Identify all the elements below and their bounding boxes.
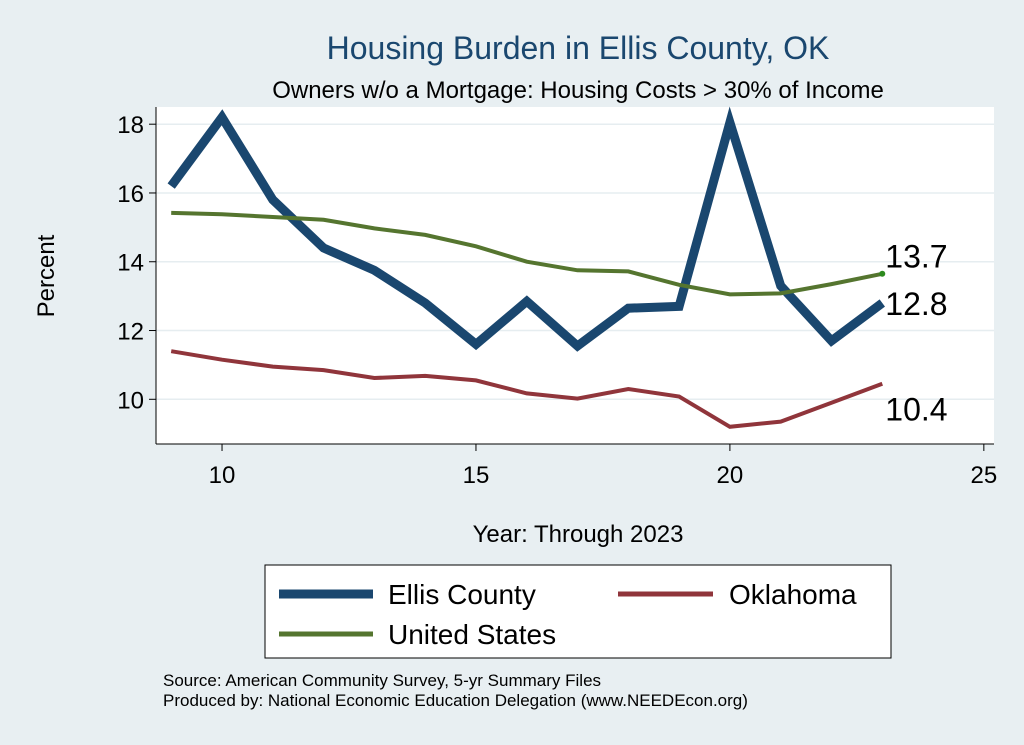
x-tick-label-10: 10 — [209, 462, 236, 489]
source-line-2: Produced by: National Economic Education… — [163, 691, 748, 710]
y-tick-label-12: 12 — [117, 319, 144, 346]
source-note: Source: American Community Survey, 5-yr … — [163, 671, 748, 711]
end-label-ellis-county: 12.8 — [885, 286, 947, 322]
series-line-united-states — [171, 210, 883, 297]
series-line-oklahoma — [170, 349, 883, 429]
end-label-united-states: 13.7 — [885, 238, 947, 274]
y-tick-label-16: 16 — [117, 181, 144, 208]
y-tick-label-10: 10 — [117, 387, 144, 414]
legend-label-united-states: United States — [388, 619, 556, 650]
legend-label-ellis-county: Ellis County — [388, 579, 536, 610]
end-labels: 12.8 10.4 13.7 — [885, 238, 947, 427]
plot-area — [156, 107, 994, 444]
x-tick-label-25: 25 — [970, 462, 997, 489]
x-tick-label-20: 20 — [717, 462, 744, 489]
series-lines — [167, 106, 886, 429]
chart-title: Housing Burden in Ellis County, OK — [327, 30, 830, 66]
gridlines — [156, 123, 994, 401]
end-marker-united-states — [879, 270, 886, 277]
legend-box — [264, 564, 892, 659]
x-tick-label-15: 15 — [463, 462, 490, 489]
end-label-oklahoma: 10.4 — [885, 392, 947, 428]
axes: 10 12 14 16 18 10 15 20 25 — [117, 107, 997, 489]
series-line-ellis-county — [167, 106, 885, 352]
legend-label-oklahoma: Oklahoma — [729, 579, 857, 610]
source-line-1: Source: American Community Survey, 5-yr … — [163, 671, 602, 690]
x-axis-title: Year: Through 2023 — [473, 521, 684, 548]
y-tick-label-18: 18 — [117, 112, 144, 139]
y-axis-title: Percent — [33, 234, 60, 317]
y-tick-label-14: 14 — [117, 250, 144, 277]
legend: Ellis County Oklahoma United States — [264, 564, 892, 659]
chart-subtitle: Owners w/o a Mortgage: Housing Costs > 3… — [272, 77, 884, 104]
